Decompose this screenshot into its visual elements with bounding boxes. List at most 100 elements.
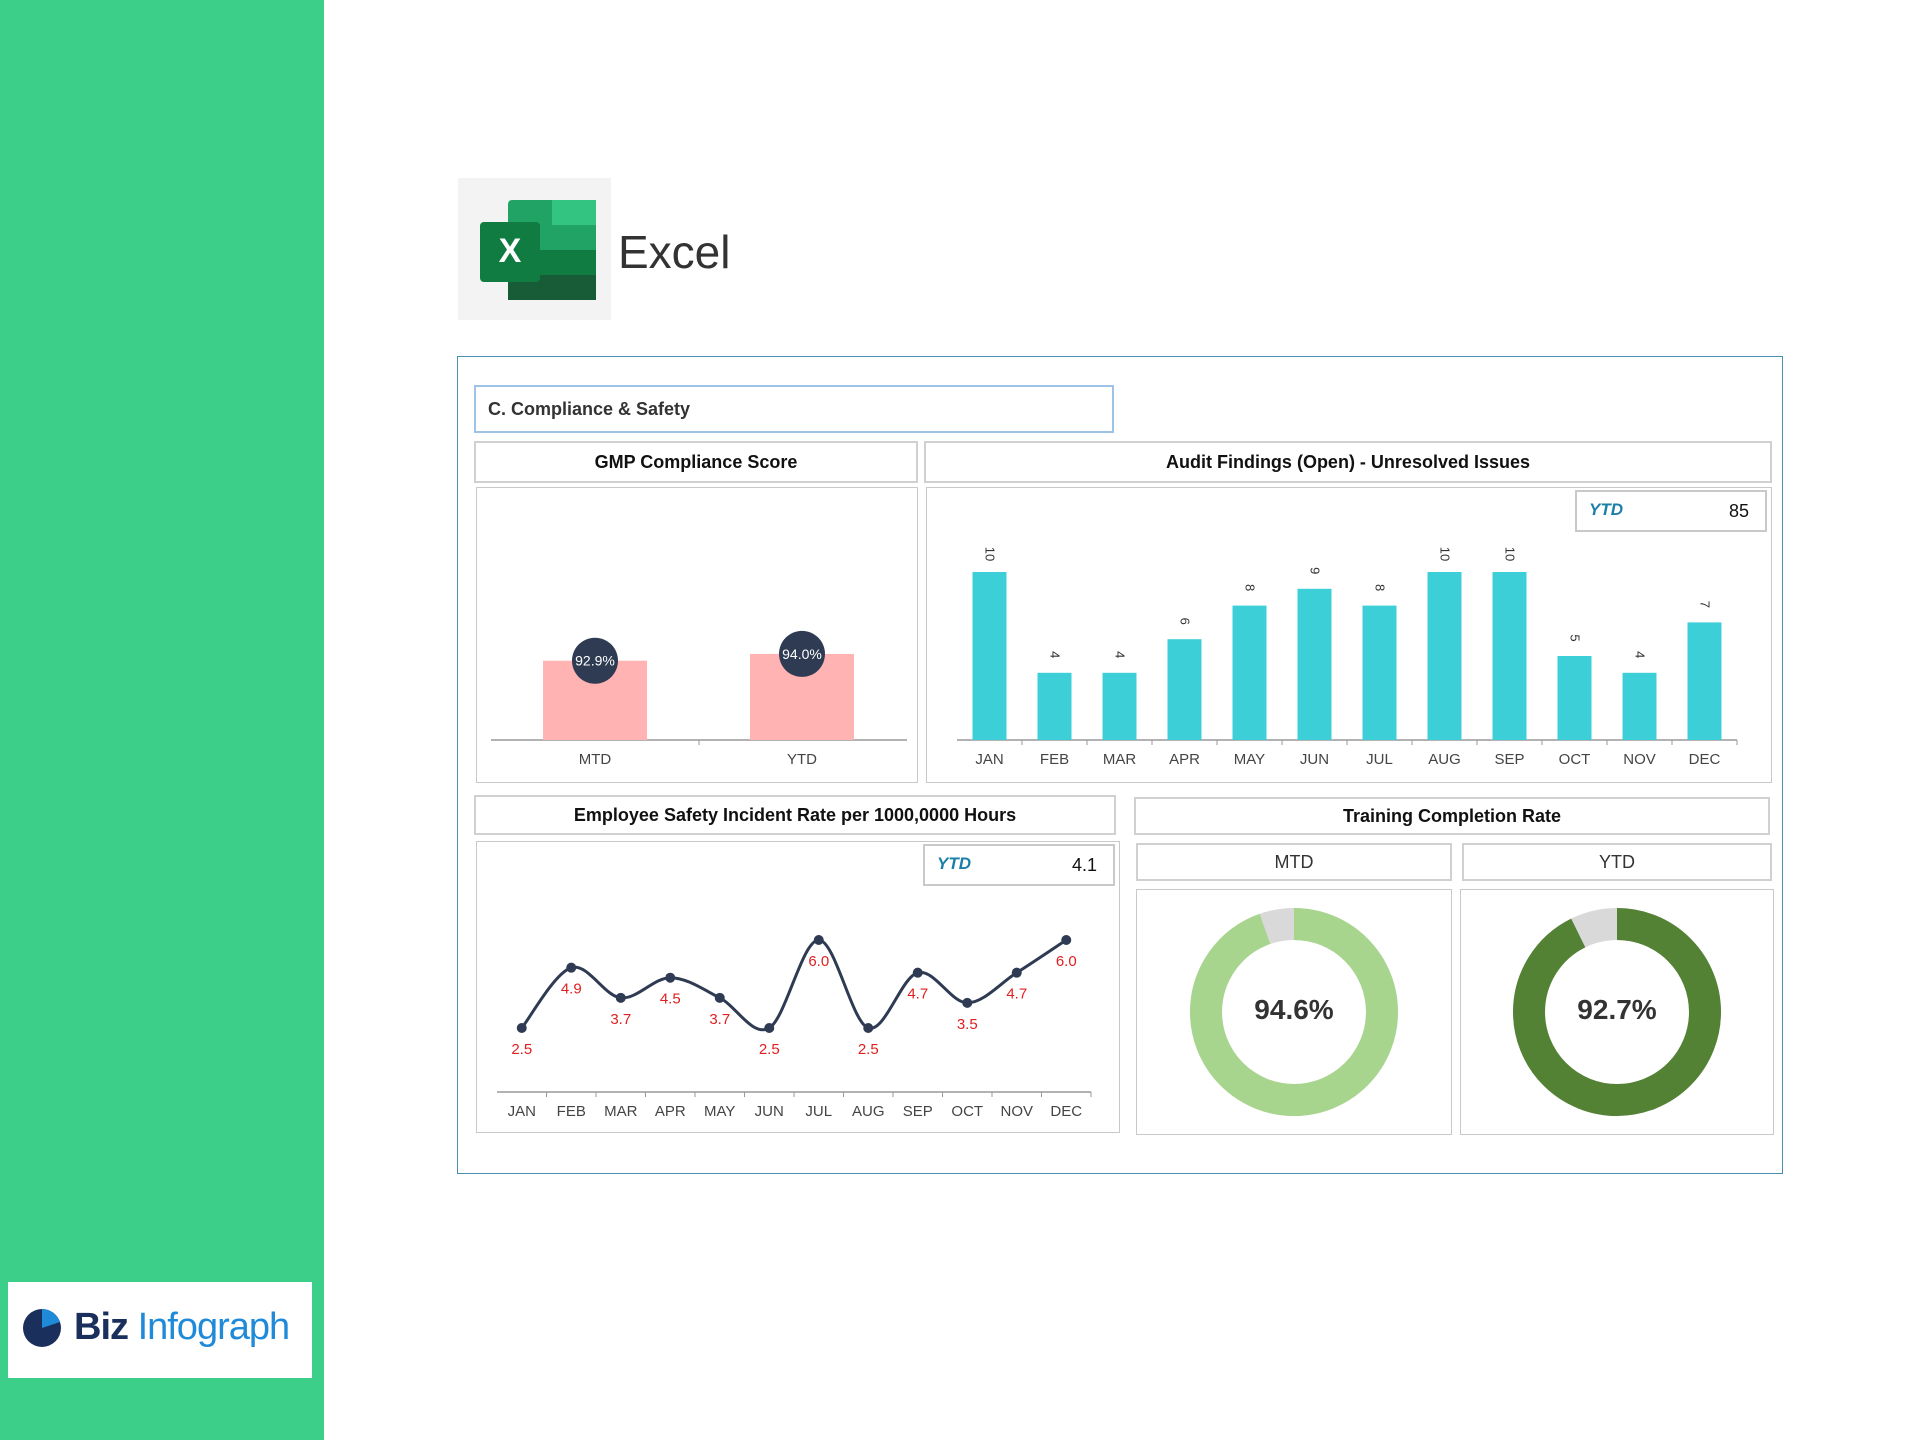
audit-data-label: 8 (1373, 584, 1388, 591)
audit-data-label: 4 (1113, 651, 1128, 658)
audit-bar (1687, 622, 1722, 740)
audit-data-label: 8 (1243, 584, 1258, 591)
gmp-badge-mtd (572, 637, 618, 684)
audit-tick-label: NOV (1623, 751, 1656, 768)
audit-tick-label: APR (1169, 751, 1200, 768)
audit-data-label: 4 (1633, 651, 1648, 658)
safety-point (764, 1023, 775, 1033)
audit-bar (972, 572, 1007, 740)
audit-data-label: 6 (1178, 618, 1193, 625)
safety-tick-label: JAN (508, 1103, 536, 1120)
safety-data-label: 3.5 (957, 1016, 978, 1033)
gmp-chart-panel: 92.9% MTD 94.0% YTD (476, 487, 918, 783)
safety-data-label: 2.5 (759, 1041, 780, 1058)
safety-data-label: 6.0 (1056, 953, 1077, 970)
safety-point (1011, 967, 1022, 978)
safety-tick-label: MAR (604, 1103, 638, 1120)
audit-ytd-value: 85 (1728, 501, 1749, 521)
safety-tick-label: NOV (1000, 1103, 1033, 1120)
safety-data-label: 2.5 (858, 1041, 879, 1058)
training-mtd-completed-slice (1190, 908, 1398, 1116)
safety-point (714, 992, 725, 1003)
safety-point (813, 935, 824, 945)
safety-data-label: 2.5 (511, 1041, 532, 1058)
sidebar: Biz Infograph (0, 0, 324, 1440)
gmp-data-label: 92.9% (575, 653, 615, 669)
safety-ytd-label: YTD (937, 854, 971, 873)
gmp-badge-ytd (779, 630, 825, 677)
safety-data-label: 4.5 (660, 991, 681, 1008)
audit-data-label: 10 (1503, 547, 1518, 561)
audit-chart-panel: 10 JAN 4 FEB 4 MAR 6 APR 8 MAY 9 JUN 8 JUL 10 AUG 10 SEP 5… (926, 487, 1772, 783)
audit-tick-label: MAR (1103, 751, 1137, 768)
safety-series-line (520, 938, 1068, 1032)
dashboard-panel: C. Compliance & Safety GMP Compliance Sc… (457, 356, 1783, 1174)
training-mtd-panel: 94.6% (1136, 889, 1452, 1135)
audit-bar (1427, 572, 1462, 740)
audit-bar (1102, 672, 1137, 740)
app-name: Excel (618, 226, 731, 278)
safety-tick-label: FEB (557, 1103, 586, 1120)
safety-point (615, 992, 626, 1003)
training-ytd-label: YTD (1462, 843, 1772, 881)
safety-tick-label: DEC (1050, 1103, 1082, 1120)
svg-text:X: X (499, 232, 522, 270)
audit-data-label: 4 (1048, 651, 1063, 658)
audit-tick-label: JUL (1366, 751, 1393, 768)
safety-tick-label: APR (655, 1103, 686, 1120)
safety-tick-label: AUG (852, 1103, 885, 1120)
audit-bar (1232, 605, 1267, 740)
training-mtd-value: 94.6% (1254, 994, 1334, 1025)
safety-point (962, 997, 973, 1008)
audit-tick-label: FEB (1040, 751, 1069, 768)
pie-logo-icon (23, 1309, 61, 1347)
safety-chart-panel: 2.5 JAN 4.9 FEB 3.7 MAR 4.5 APR 3.7 MAY 2.5 JUN 6.0 J… (476, 841, 1120, 1133)
gmp-data-label: 94.0% (782, 646, 822, 662)
audit-title: Audit Findings (Open) - Unresolved Issue… (924, 441, 1772, 483)
audit-tick-label: DEC (1689, 751, 1721, 768)
audit-data-label: 10 (983, 547, 998, 561)
audit-bar (1167, 639, 1202, 740)
training-title: Training Completion Rate (1134, 797, 1770, 835)
audit-bar (1622, 672, 1657, 740)
audit-tick-label: SEP (1494, 751, 1524, 768)
safety-tick-label: OCT (951, 1103, 983, 1120)
audit-bar (1557, 656, 1592, 740)
section-title: C. Compliance & Safety (474, 385, 1114, 433)
audit-data-label: 9 (1308, 567, 1323, 574)
safety-ytd-box: YTD 4.1 (923, 844, 1115, 886)
safety-point (665, 972, 676, 983)
training-ytd-panel: 92.7% (1460, 889, 1774, 1135)
gmp-tick-label: MTD (579, 751, 612, 768)
safety-data-label: 6.0 (808, 953, 829, 970)
brand-part-infograph: Infograph (137, 1306, 291, 1348)
training-ytd-value: 92.7% (1577, 994, 1657, 1025)
brand-logo: Biz Infograph (8, 1282, 312, 1378)
safety-tick-label: JUL (805, 1103, 832, 1120)
excel-icon-tile: X (458, 178, 611, 320)
training-mtd-donut (1190, 908, 1398, 1116)
audit-chart: 10 JAN 4 FEB 4 MAR 6 APR 8 MAY 9 JUN 8 JUL 10 AUG 10 SEP 5… (957, 547, 1738, 768)
safety-data-label: 4.7 (1006, 986, 1027, 1003)
safety-tick-label: SEP (903, 1103, 933, 1120)
training-ytd-donut (1513, 908, 1721, 1116)
audit-tick-label: AUG (1428, 751, 1461, 768)
audit-ytd-box: YTD 85 (1575, 490, 1767, 532)
safety-point (516, 1023, 527, 1033)
safety-title: Employee Safety Incident Rate per 1000,0… (474, 795, 1116, 835)
safety-point (912, 967, 923, 978)
audit-data-label: 7 (1698, 601, 1713, 608)
safety-chart: 2.5 JAN 4.9 FEB 3.7 MAR 4.5 APR 3.7 MAY 2.5 JUN 6.0 J… (497, 935, 1092, 1120)
audit-data-label: 5 (1568, 634, 1583, 641)
safety-data-label: 4.7 (907, 986, 928, 1003)
audit-tick-label: MAY (1234, 751, 1265, 768)
training-ytd-completed-slice (1513, 908, 1721, 1116)
safety-data-label: 3.7 (610, 1011, 631, 1028)
brand-name: Biz Infograph (74, 1306, 291, 1349)
brand-part-biz: Biz (74, 1306, 129, 1348)
safety-ytd-value: 4.1 (1071, 855, 1097, 875)
audit-bar (1037, 672, 1072, 740)
audit-bar (1362, 605, 1397, 740)
safety-point (566, 962, 577, 973)
audit-ytd-label: YTD (1589, 500, 1623, 519)
